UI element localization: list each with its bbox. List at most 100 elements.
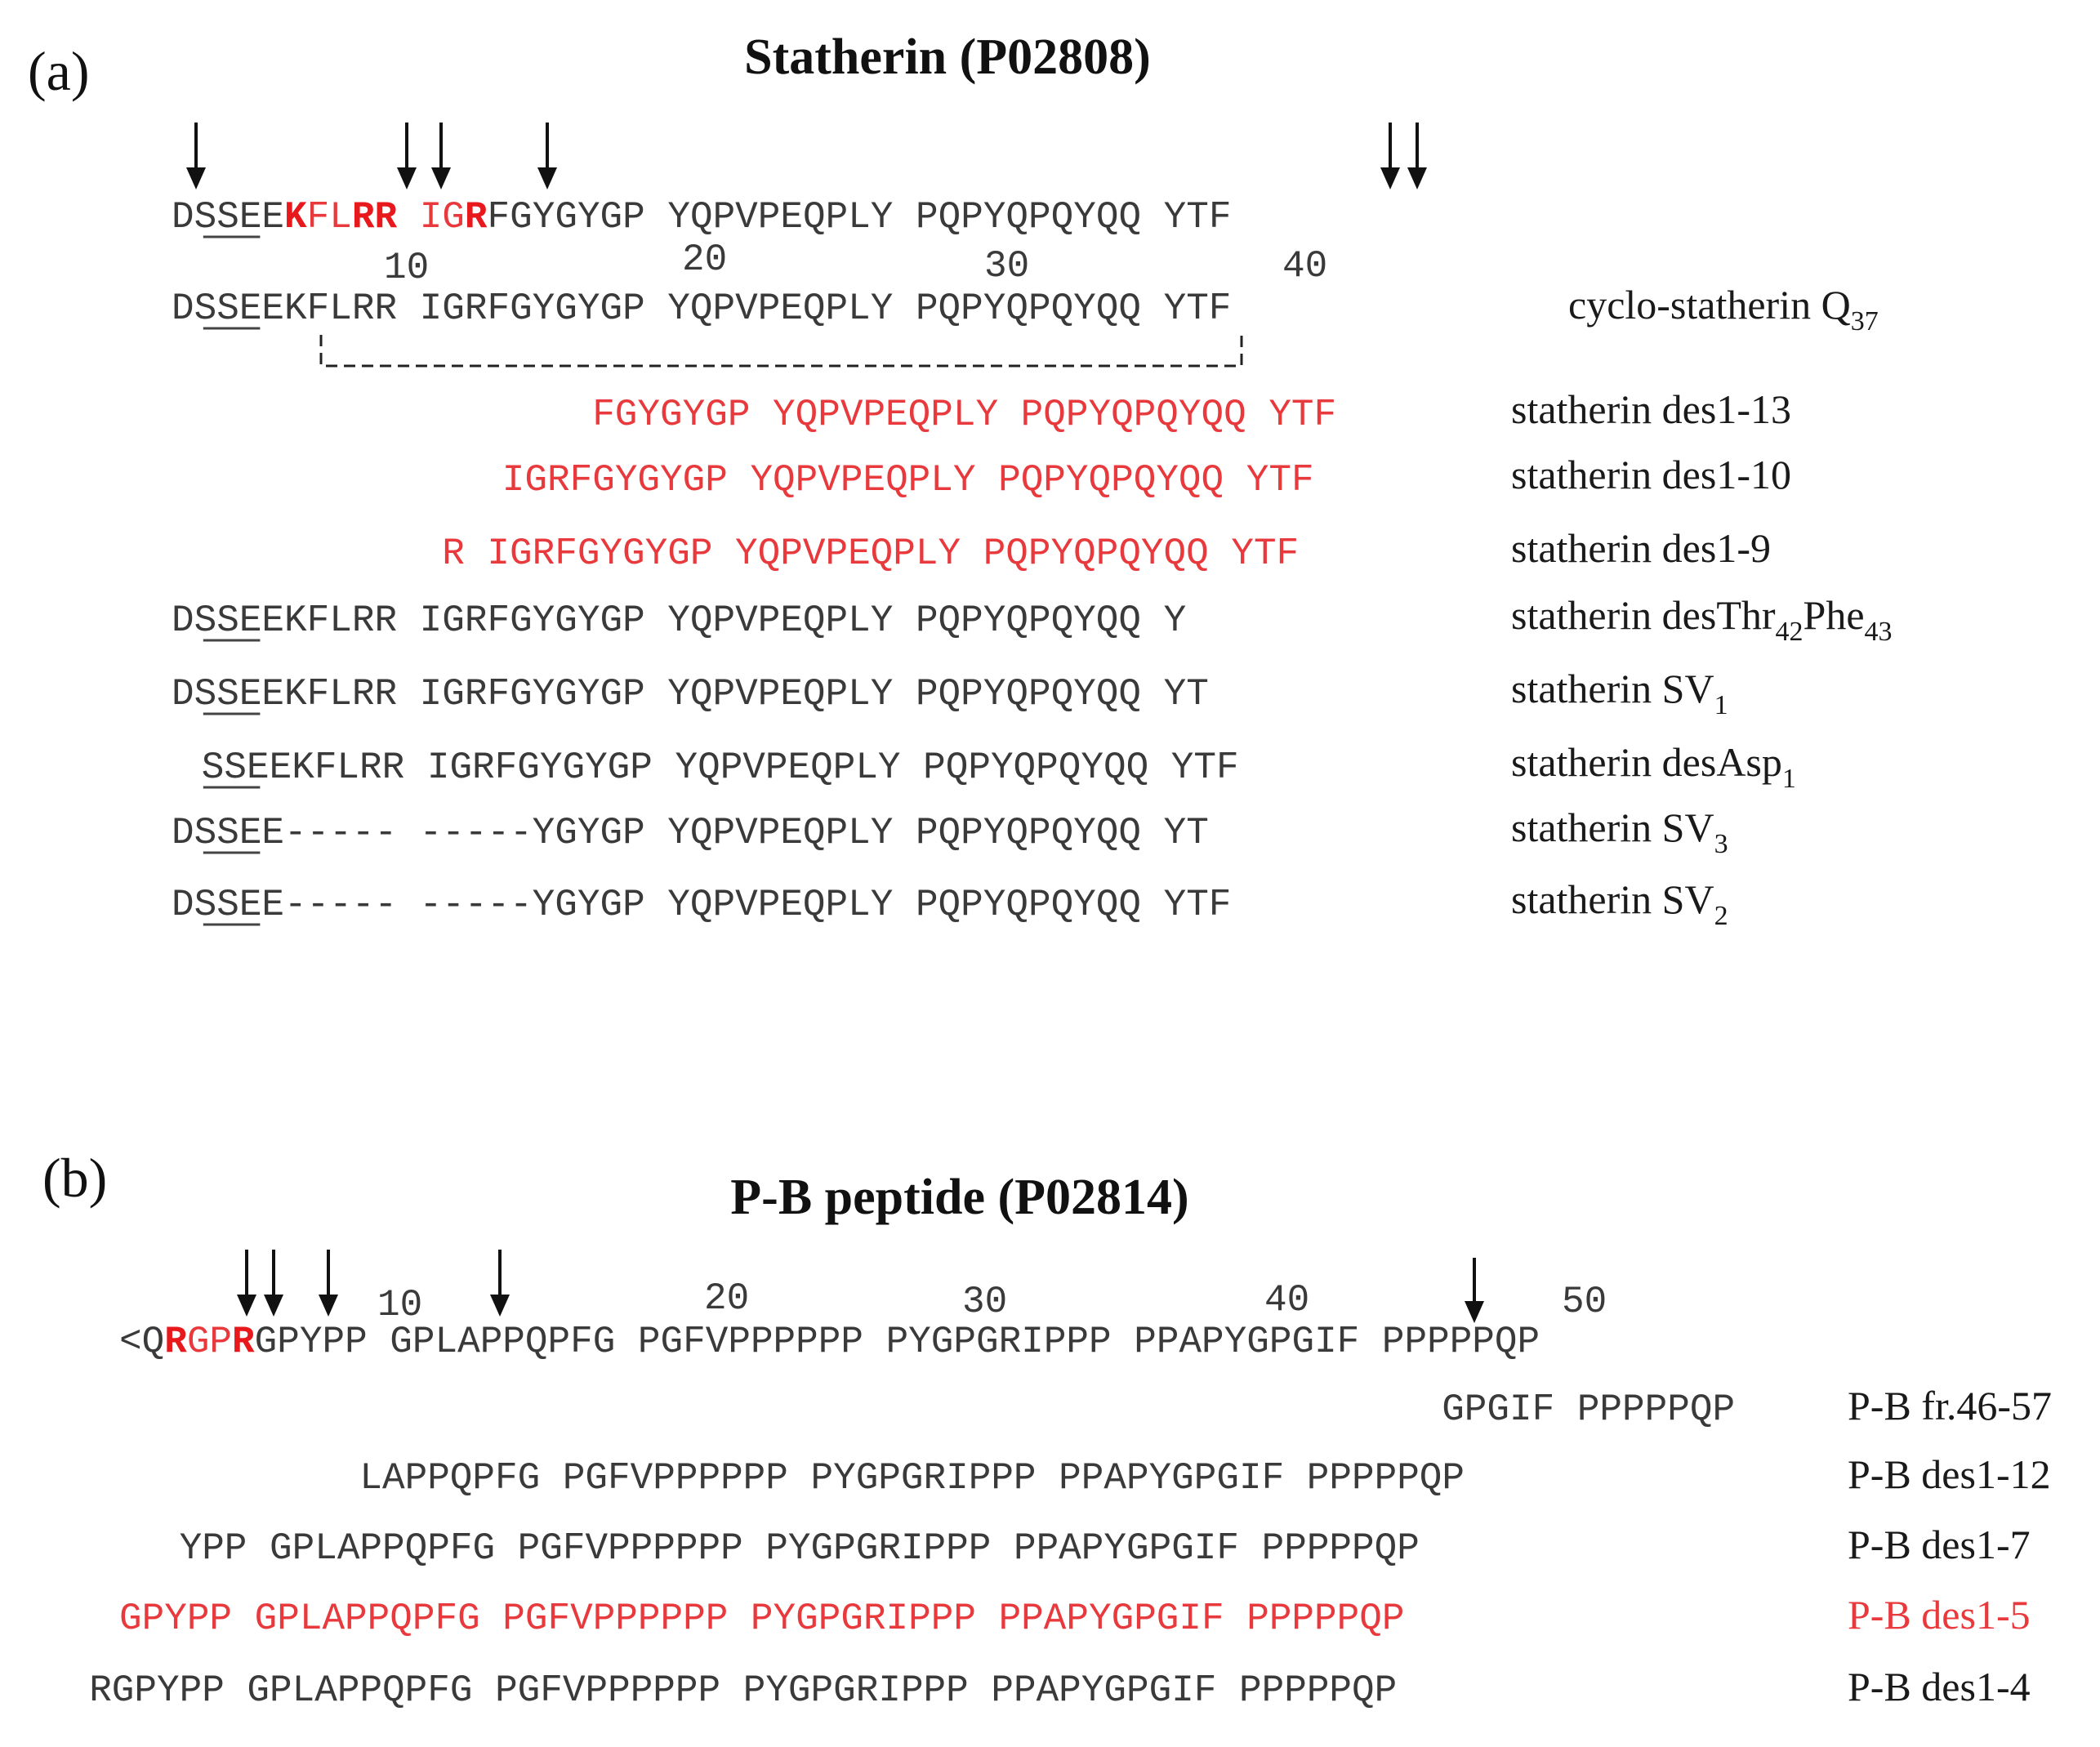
variant-label-text: cyclo-statherin Q <box>1568 282 1851 328</box>
position-number: 50 <box>1562 1281 1607 1323</box>
sequence-segment: K <box>284 196 307 238</box>
variant-label-subscript: 3 <box>1714 829 1728 859</box>
variant-label: P-B des1-7 <box>1848 1522 2031 1567</box>
sequence-segment: R <box>465 196 488 238</box>
variant-label: statherin desAsp1 <box>1511 739 1796 794</box>
variant-row: R IGRFGYGYGP YQPVPEQPLY PQPYQPQYQQ YTF st… <box>442 525 1771 575</box>
sequence-segment: GPYPP GPLAPPQPFG PGFVPPPPPP PYGPGRIPPP P… <box>255 1321 1540 1363</box>
variant-label: cyclo-statherin Q37 <box>1568 282 1879 336</box>
cleavage-arrow <box>186 123 206 189</box>
cleavage-arrow <box>490 1250 510 1317</box>
cleavage-arrow <box>397 123 417 189</box>
cleavage-arrow <box>1465 1258 1484 1323</box>
cleavage-arrow <box>537 123 557 189</box>
variant-row: SSEEKFLRR IGRFGYGYGP YQPVPEQPLY PQPYQPQY… <box>202 739 1796 794</box>
variant-sequence: LAPPQPFG PGFVPPPPPP PYGPGRIPPP PPAPYGPGI… <box>359 1457 1465 1500</box>
position-number: 30 <box>962 1281 1007 1323</box>
variant-sequence: SSEEKFLRR IGRFGYGYGP YQPVPEQPLY PQPYQPQY… <box>202 746 1239 789</box>
panel-a-position-numbers: 10 20 30 40 <box>384 238 1327 289</box>
variant-sequence: FGYGYGP YQPVPEQPLY PQPYQPQYQQ YTF <box>592 394 1336 436</box>
variant-label: statherin des1-9 <box>1511 525 1771 571</box>
variant-label: P-B fr.46-57 <box>1848 1383 2052 1428</box>
variant-label: statherin des1-10 <box>1511 452 1791 497</box>
panel-b-position-numbers: 10 20 30 40 50 <box>377 1277 1607 1326</box>
variant-label: statherin desThr42Phe43 <box>1511 592 1893 647</box>
variant-label-text: Phe <box>1804 592 1865 638</box>
variant-label: statherin des1-13 <box>1511 386 1791 432</box>
cleavage-arrow <box>319 1250 338 1317</box>
variant-label-text: statherin SV <box>1511 666 1714 711</box>
sequence-segment: GP <box>187 1321 232 1363</box>
variant-row: GPYPP GPLAPPQPFG PGFVPPPPPP PYGPGRIPPP P… <box>119 1592 2031 1640</box>
cleavage-arrow <box>431 123 451 189</box>
cleavage-arrow <box>1380 123 1400 189</box>
variant-label: statherin SV3 <box>1511 804 1728 859</box>
sequence-segment: FL <box>307 196 352 238</box>
sequence-segment: <Q <box>119 1321 164 1363</box>
variant-label-text: statherin des1-10 <box>1511 452 1791 497</box>
statherin-reference-sequence: DSSEEKFLRR IGRFGYGYGP YQPVPEQPLY PQPYQPQ… <box>172 196 1231 238</box>
variant-label-text: statherin SV <box>1511 876 1714 922</box>
variant-label-subscript: 2 <box>1714 901 1728 931</box>
sequence-segment: SS <box>194 196 239 238</box>
sequence-segment: EE <box>239 196 284 238</box>
sequence-segment: R <box>232 1321 255 1363</box>
variant-row: DSSEE----- -----YGYGP YQPVPEQPLY PQPYQPQ… <box>172 876 1728 931</box>
panel-b-cleavage-arrows <box>237 1250 1484 1323</box>
variant-sequence: R IGRFGYGYGP YQPVPEQPLY PQPYQPQYQQ YTF <box>442 533 1299 575</box>
variant-row: FGYGYGP YQPVPEQPLY PQPYQPQYQQ YTF stather… <box>592 386 1791 436</box>
variant-row: YPP GPLAPPQPFG PGFVPPPPPP PYGPGRIPPP PPA… <box>180 1522 2031 1570</box>
variant-sequence: YPP GPLAPPQPFG PGFVPPPPPP PYGPGRIPPP PPA… <box>180 1527 1420 1570</box>
variant-row: IGRFGYGYGP YQPVPEQPLY PQPYQPQYQQ YTF stat… <box>502 452 1791 501</box>
variant-sequence: DSSEEKFLRR IGRFGYGYGP YQPVPEQPLY PQPYQPQ… <box>172 287 1231 330</box>
cleavage-arrow <box>237 1250 256 1317</box>
variant-sequence: DSSEE----- -----YGYGP YQPVPEQPLY PQPYQPQ… <box>172 884 1231 926</box>
variant-row: DSSEEKFLRR IGRFGYGYGP YQPVPEQPLY PQPYQPQ… <box>172 282 1879 336</box>
variant-label-text: statherin SV <box>1511 804 1714 850</box>
sequence-segment: RR <box>352 196 398 238</box>
variant-sequence: IGRFGYGYGP YQPVPEQPLY PQPYQPQYQQ YTF <box>502 459 1314 501</box>
variant-sequence: RGPYPP GPLAPPQPFG PGFVPPPPPP PYGPGRIPPP … <box>89 1669 1397 1712</box>
variant-sequence: DSSEE----- -----YGYGP YQPVPEQPLY PQPYQPQ… <box>172 812 1209 854</box>
variant-row: RGPYPP GPLAPPQPFG PGFVPPPPPP PYGPGRIPPP … <box>89 1664 2030 1712</box>
panel-b-title: P-B peptide (P02814) <box>730 1170 1188 1225</box>
position-number: 20 <box>682 238 727 281</box>
position-number: 40 <box>1264 1279 1309 1321</box>
sequence-segment: FGYGYGP YQPVPEQPLY PQPYQPQYQQ YTF <box>488 196 1232 238</box>
cyclo-crosslink-bracket <box>319 335 1243 368</box>
cleavage-arrow <box>1407 123 1427 189</box>
position-number: 10 <box>377 1284 422 1326</box>
variant-label: statherin SV2 <box>1511 876 1728 931</box>
variant-label: P-B des1-5 <box>1848 1592 2031 1638</box>
panel-a-variant-rows: DSSEEKFLRR IGRFGYGYGP YQPVPEQPLY PQPYQPQ… <box>172 282 1893 931</box>
variant-label-text: statherin desAsp <box>1511 739 1782 785</box>
variant-label-subscript: 43 <box>1865 617 1893 647</box>
sequence-segment: IG <box>397 196 465 238</box>
variant-row: DSSEEKFLRR IGRFGYGYGP YQPVPEQPLY PQPYQPQ… <box>172 592 1893 647</box>
variant-label-text: statherin des1-9 <box>1511 525 1771 571</box>
position-number: 20 <box>704 1277 749 1320</box>
panel-a-title: Statherin (P02808) <box>744 29 1151 85</box>
variant-sequence: GPYPP GPLAPPQPFG PGFVPPPPPP PYGPGRIPPP P… <box>119 1598 1404 1640</box>
variant-row: GPGIF PPPPPQP P-B fr.46-57 <box>1442 1383 2052 1431</box>
variant-sequence: DSSEEKFLRR IGRFGYGYGP YQPVPEQPLY PQPYQPQ… <box>172 673 1209 715</box>
variant-row: LAPPQPFG PGFVPPPPPP PYGPGRIPPP PPAPYGPGI… <box>359 1451 2050 1500</box>
variant-sequence: DSSEEKFLRR IGRFGYGYGP YQPVPEQPLY PQPYQPQ… <box>172 599 1186 642</box>
panel-b-label: (b) <box>42 1147 107 1209</box>
panel-a-cleavage-arrows <box>186 123 1427 189</box>
panel-b-variant-rows: GPGIF PPPPPQP P-B fr.46-57 LAPPQPFG PGFVPP… <box>89 1383 2052 1712</box>
pb-reference-sequence: <QRGPRGPYPP GPLAPPQPFG PGFVPPPPPP PYGPGR… <box>119 1321 1540 1363</box>
variant-label-subscript: 1 <box>1782 764 1796 794</box>
variant-row: DSSEEKFLRR IGRFGYGYGP YQPVPEQPLY PQPYQPQ… <box>172 666 1728 720</box>
variant-label: P-B des1-12 <box>1848 1451 2051 1497</box>
panel-a-label: (a) <box>28 40 89 102</box>
variant-label: P-B des1-4 <box>1848 1664 2031 1709</box>
position-number: 10 <box>384 247 429 289</box>
variant-row: DSSEE----- -----YGYGP YQPVPEQPLY PQPYQPQ… <box>172 804 1728 859</box>
position-number: 40 <box>1282 245 1327 287</box>
position-number: 30 <box>984 245 1029 287</box>
variant-label-text: statherin desThr <box>1511 592 1776 638</box>
variant-label: statherin SV1 <box>1511 666 1728 720</box>
